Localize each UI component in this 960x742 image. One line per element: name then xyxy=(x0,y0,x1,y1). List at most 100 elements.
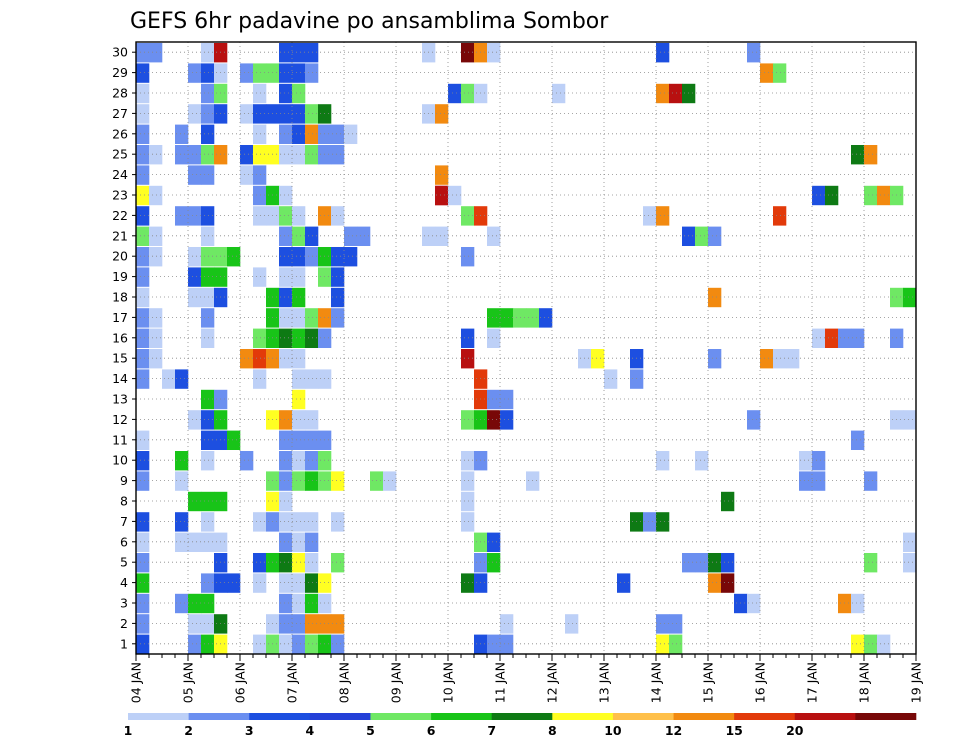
precip-cell xyxy=(773,63,787,83)
precip-cell xyxy=(305,573,319,593)
precip-cell xyxy=(656,43,670,63)
precip-cell xyxy=(305,451,319,471)
precip-cell xyxy=(279,512,293,532)
precip-cell xyxy=(136,430,150,450)
y-tick-label: 4 xyxy=(120,575,128,590)
precip-cell xyxy=(253,185,267,206)
precip-cell xyxy=(201,451,215,471)
precip-cell xyxy=(214,532,228,552)
y-tick-label: 25 xyxy=(112,147,128,162)
precip-cell xyxy=(292,471,306,491)
precip-cell xyxy=(487,389,501,410)
x-tick-label: 07 JAN xyxy=(285,662,300,703)
precip-cell xyxy=(266,349,280,369)
y-tick-label: 14 xyxy=(112,371,128,386)
x-tick-label: 11 JAN xyxy=(493,662,508,703)
precip-cell xyxy=(279,328,293,348)
colorbar-swatch xyxy=(612,713,674,720)
precip-cell xyxy=(331,308,345,328)
precip-cell xyxy=(487,328,501,348)
x-tick-label: 16 JAN xyxy=(753,662,768,703)
precip-cell xyxy=(903,553,917,573)
precip-cell xyxy=(227,247,241,267)
precip-cell xyxy=(279,471,293,491)
precip-cell xyxy=(292,451,306,471)
precip-cell xyxy=(877,634,891,654)
y-tick-label: 12 xyxy=(112,412,128,427)
precip-cell xyxy=(305,471,319,491)
precip-cell xyxy=(838,593,852,614)
precip-cell xyxy=(149,328,163,348)
precip-cell xyxy=(331,124,345,144)
precip-cell xyxy=(175,145,189,165)
precip-cell xyxy=(331,553,345,573)
precip-cell xyxy=(253,512,267,532)
precip-cell xyxy=(188,145,202,165)
precip-cell xyxy=(214,430,228,450)
precip-cell xyxy=(136,185,150,206)
precip-cell xyxy=(851,328,865,348)
colorbar-swatch xyxy=(673,713,735,720)
precip-cell xyxy=(474,573,488,593)
precip-cell xyxy=(201,287,215,308)
x-tick-label: 18 JAN xyxy=(857,662,872,703)
y-tick-label: 6 xyxy=(120,534,128,549)
precip-cell xyxy=(253,63,267,83)
precip-cell xyxy=(279,614,293,634)
precip-cell xyxy=(201,389,215,410)
x-tick-label: 17 JAN xyxy=(805,662,820,703)
precip-cell xyxy=(136,165,150,185)
precip-cell xyxy=(279,634,293,654)
colorbar-swatch xyxy=(431,713,492,720)
precip-cell xyxy=(214,104,228,124)
precip-cell xyxy=(136,369,150,389)
y-tick-label: 1 xyxy=(120,636,128,651)
precip-cell xyxy=(721,553,735,573)
precip-cell xyxy=(461,451,475,471)
precip-cell xyxy=(253,145,267,165)
colorbar-label: 20 xyxy=(786,723,804,738)
precip-cell xyxy=(461,512,475,532)
precip-cell xyxy=(461,349,475,369)
y-tick-label: 19 xyxy=(112,269,128,284)
y-tick-label: 22 xyxy=(112,208,128,223)
precip-cell xyxy=(136,532,150,552)
precip-cell xyxy=(305,328,319,348)
precip-cell xyxy=(188,532,202,552)
precip-cell xyxy=(305,63,319,83)
precip-cell xyxy=(318,247,332,267)
precip-cell xyxy=(240,63,254,83)
precip-cell xyxy=(760,63,774,83)
precip-cell xyxy=(201,267,215,287)
precip-cell xyxy=(448,185,462,206)
precip-cell xyxy=(292,206,306,226)
precip-cell xyxy=(253,328,267,348)
colorbar-label: 8 xyxy=(548,723,557,738)
colorbar-swatch xyxy=(794,713,856,720)
precip-cell xyxy=(279,573,293,593)
precip-cell xyxy=(253,124,267,144)
precip-cell xyxy=(864,185,878,206)
precip-cell xyxy=(253,165,267,185)
x-tick-label: 10 JAN xyxy=(441,662,456,703)
precip-cell xyxy=(279,206,293,226)
colorbar-label: 6 xyxy=(427,723,436,738)
precip-cell xyxy=(136,43,150,63)
colorbar-label: 3 xyxy=(245,723,254,738)
precip-cell xyxy=(292,267,306,287)
precip-cell xyxy=(422,104,436,124)
precip-cell xyxy=(292,512,306,532)
precip-cell xyxy=(188,287,202,308)
precip-cell xyxy=(136,634,150,654)
precip-cell xyxy=(643,512,657,532)
y-tick-label: 21 xyxy=(112,228,128,243)
precip-cell xyxy=(292,369,306,389)
precip-cell xyxy=(903,532,917,552)
precip-cell xyxy=(279,104,293,124)
x-tick-label: 12 JAN xyxy=(545,662,560,703)
precip-cell xyxy=(279,124,293,144)
precip-cell xyxy=(279,43,293,63)
precip-cell xyxy=(435,165,449,185)
precip-cell xyxy=(461,410,475,430)
y-tick-label: 11 xyxy=(112,432,128,447)
